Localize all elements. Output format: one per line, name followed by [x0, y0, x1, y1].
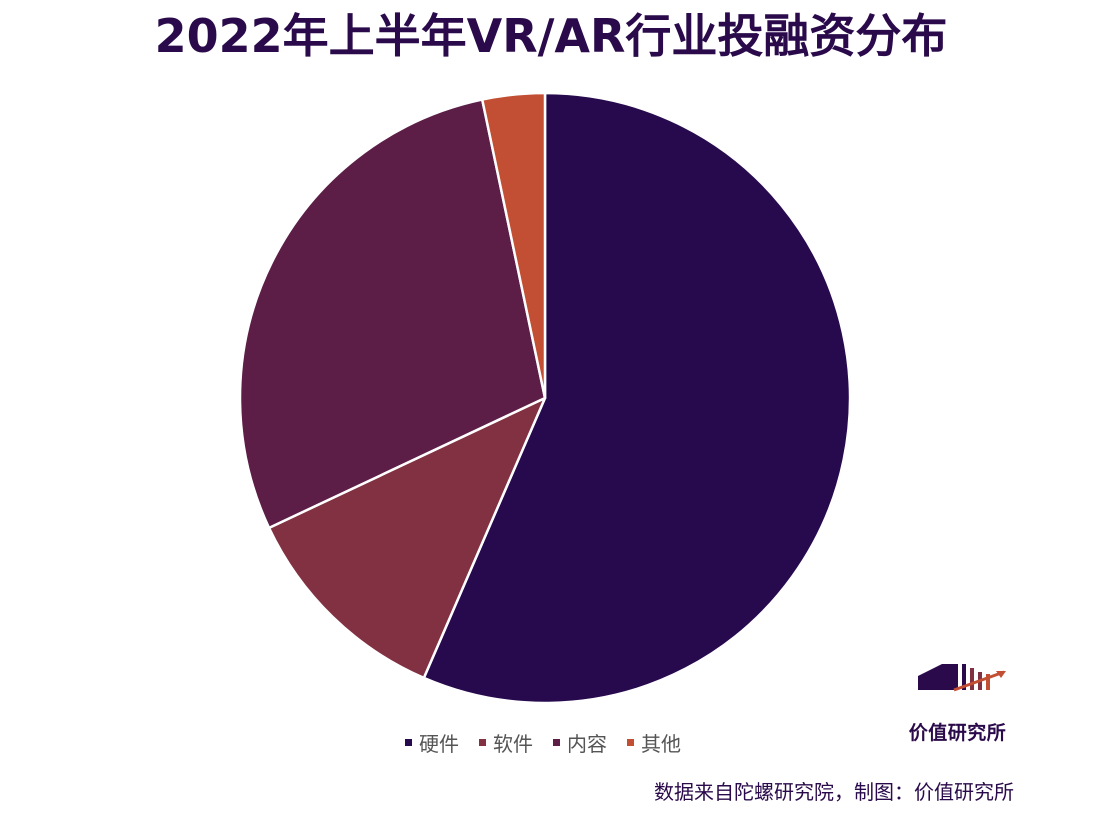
legend-label-hardware: 硬件 [419, 732, 459, 756]
legend-item-software[interactable]: 软件 [479, 728, 533, 757]
logo-text: 价值研究所 [908, 722, 1007, 744]
legend-swatch-content [553, 739, 560, 746]
chart-legend: 硬件 软件 内容 其他 [405, 728, 701, 757]
legend-swatch-other [627, 739, 634, 746]
legend-item-other[interactable]: 其他 [627, 728, 681, 757]
legend-swatch-hardware [405, 739, 412, 746]
building-chart-icon [918, 664, 1006, 692]
source-note: 数据来自陀螺研究院，制图：价值研究所 [654, 780, 1014, 804]
legend-swatch-software [479, 739, 486, 746]
pie-slice-1[interactable] [267, 396, 547, 680]
pie-slice-3[interactable] [480, 91, 547, 400]
pie-slice-2[interactable] [238, 98, 547, 530]
pie-slices [238, 91, 852, 705]
legend-item-hardware[interactable]: 硬件 [405, 728, 459, 757]
pie-slice-0[interactable] [422, 91, 852, 705]
legend-label-other: 其他 [641, 732, 681, 756]
brand-logo: 价值研究所 [900, 660, 1015, 750]
legend-item-content[interactable]: 内容 [553, 728, 607, 757]
legend-label-software: 软件 [493, 732, 533, 756]
chart-title: 2022年上半年VR/AR行业投融资分布 [154, 9, 948, 63]
legend-label-content: 内容 [567, 732, 607, 756]
